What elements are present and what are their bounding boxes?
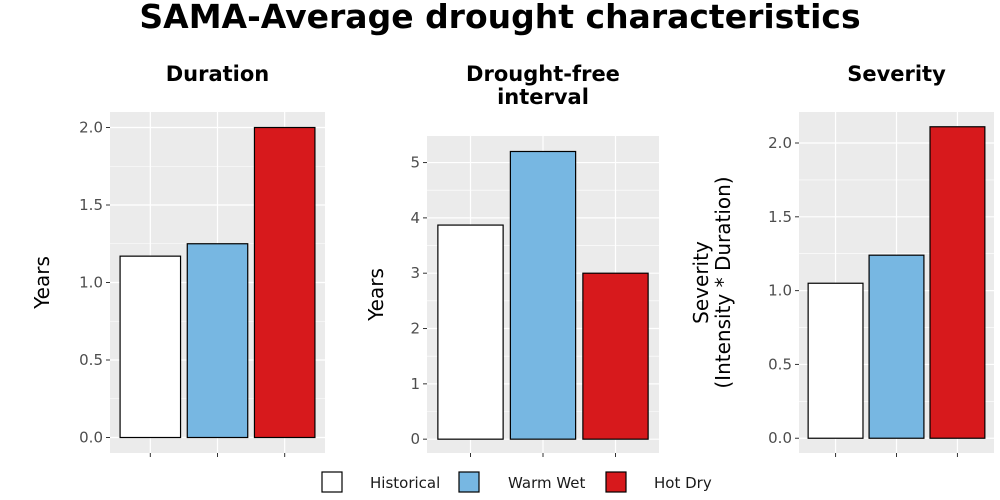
legend: Historical Warm Wet Hot Dry	[321, 471, 712, 493]
y-tick-label: 1.5	[768, 208, 792, 226]
y-tick-label: 1.0	[768, 282, 792, 300]
chart-panel-3: 0.0 0.5 1.0 1.5 2.0 Severity Severity(Intensit…	[689, 62, 994, 457]
y-axis-label: Years	[364, 268, 388, 322]
legend-label: Warm Wet	[508, 474, 586, 492]
y-tick-label: 0.5	[79, 351, 103, 369]
legend-swatch-warm-wet	[458, 471, 480, 493]
bar-warm-wet	[186, 243, 249, 439]
legend-swatch-historical	[321, 471, 343, 493]
y-tick-label: 3	[410, 264, 420, 282]
bar-hot-dry	[582, 272, 649, 440]
bar-hot-dry	[253, 126, 316, 439]
y-tick-label: 2.0	[79, 119, 103, 137]
y-tick-label: 1.5	[79, 196, 103, 214]
legend-label: Historical	[370, 474, 440, 492]
y-tick-label: 0	[410, 430, 420, 448]
chart-title: SAMA-Average drought characteristics	[139, 0, 860, 36]
bar-historical	[119, 255, 182, 439]
legend-swatch-hot-dry	[605, 471, 627, 493]
y-axis-label: Severity(Intensity * Duration)	[689, 176, 735, 388]
panel-title: Duration	[166, 62, 270, 86]
y-tick-label: 0.0	[79, 429, 103, 447]
legend-label: Hot Dry	[654, 474, 712, 492]
y-tick-label: 4	[410, 209, 420, 227]
bar-warm-wet	[868, 254, 925, 439]
panel-title: Severity	[847, 62, 946, 86]
y-tick-label: 1.0	[79, 274, 103, 292]
y-axis-label: Years	[30, 256, 54, 310]
chart-panel-1: 0.0 0.5 1.0 1.5 2.0 Duration Years	[30, 62, 325, 457]
chart-panel-2: 0 1 2 3 4 5 Drought-free interval Years	[364, 62, 659, 457]
y-tick-label: 0.5	[768, 355, 792, 373]
bar-historical	[437, 224, 504, 440]
bar-historical	[807, 282, 864, 439]
y-tick-label: 2	[410, 320, 420, 338]
y-tick-label: 1	[410, 375, 420, 393]
bar-hot-dry	[929, 126, 986, 439]
bar-warm-wet	[509, 150, 577, 440]
panel-title: Drought-free interval	[466, 62, 620, 109]
y-tick-label: 2.0	[768, 134, 792, 152]
y-tick-label: 5	[410, 154, 420, 172]
y-tick-label: 0.0	[768, 429, 792, 447]
